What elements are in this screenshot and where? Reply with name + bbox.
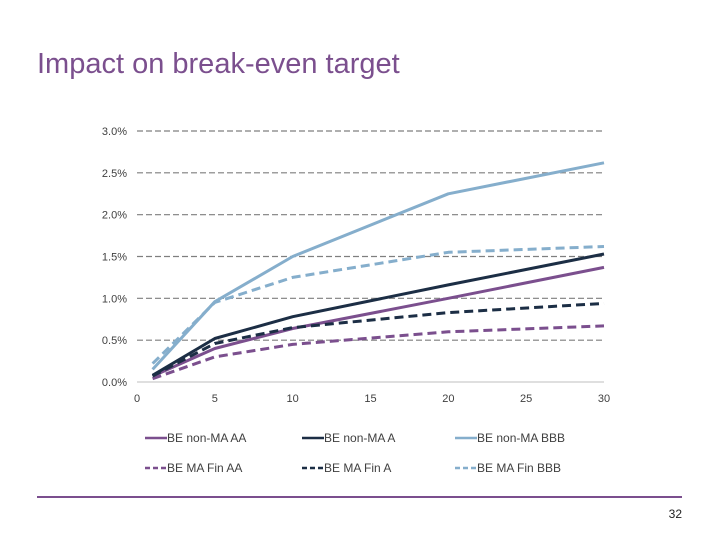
series-line-0 xyxy=(151,265,605,378)
x-tick-label: 15 xyxy=(364,393,376,405)
page-number: 32 xyxy=(668,507,682,521)
chart-legend: BE non-MA AA BE non-MA A BE non-MA BBB BE M… xyxy=(145,431,565,475)
legend-label: BE non-MA A xyxy=(324,431,395,445)
y-tick-label: 2.5% xyxy=(102,168,127,180)
series-line-5 xyxy=(151,245,605,365)
footer-divider xyxy=(37,496,682,498)
page-title: Impact on break-even target xyxy=(37,48,400,80)
chart-series xyxy=(151,161,605,381)
x-tick-label: 30 xyxy=(598,393,610,405)
series-line-3 xyxy=(152,324,605,381)
y-tick-label: 1.5% xyxy=(102,252,127,264)
y-tick-label: 3.0% xyxy=(102,126,127,138)
y-axis-tick-labels: 0.0% 0.5% 1.0% 1.5% 2.0% 2.5% 3.0% xyxy=(102,126,127,389)
y-tick-label: 0.5% xyxy=(102,335,127,347)
legend-label: BE MA Fin AA xyxy=(167,461,242,475)
series-line-4 xyxy=(151,301,605,378)
y-tick-label: 1.0% xyxy=(102,293,127,305)
y-tick-label: 2.0% xyxy=(102,210,127,222)
x-tick-label: 0 xyxy=(134,393,140,405)
legend-label: BE MA Fin BBB xyxy=(477,461,561,475)
x-tick-label: 20 xyxy=(442,393,454,405)
legend-label: BE MA Fin A xyxy=(324,461,391,475)
x-tick-label: 25 xyxy=(520,393,532,405)
x-tick-label: 10 xyxy=(287,393,299,405)
x-axis-tick-labels: 0 5 10 15 20 25 30 xyxy=(134,393,610,405)
series-line-1 xyxy=(151,252,605,377)
legend-label: BE non-MA BBB xyxy=(477,431,565,445)
legend-label: BE non-MA AA xyxy=(167,431,246,445)
y-tick-label: 0.0% xyxy=(102,377,127,389)
x-tick-label: 5 xyxy=(212,393,218,405)
